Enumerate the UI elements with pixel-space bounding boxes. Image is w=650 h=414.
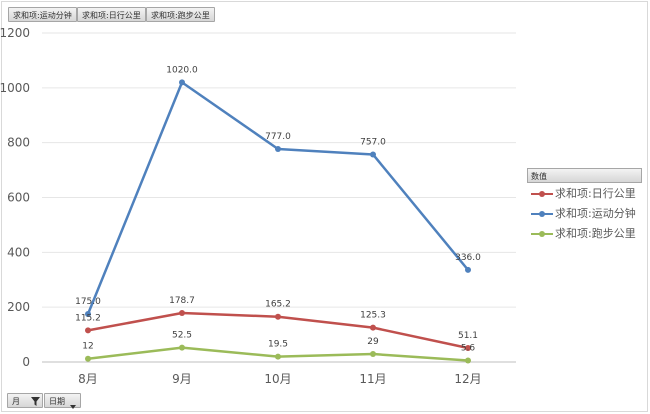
data-label: 5.6 [461, 343, 476, 353]
data-label: 19.5 [268, 340, 288, 350]
data-label: 51.1 [458, 331, 478, 341]
data-point [179, 310, 185, 317]
data-label: 115.2 [75, 313, 101, 323]
filter-icon [31, 396, 40, 411]
data-point [370, 324, 376, 331]
value-field-button-2[interactable]: 求和项:日行公里 [77, 7, 146, 22]
y-tick-label: 1000 [0, 81, 30, 95]
legend-item[interactable]: 求和项:跑步公里 [531, 225, 636, 243]
data-label: 175.0 [75, 297, 101, 307]
data-point [275, 145, 281, 152]
data-label: 165.2 [265, 300, 291, 310]
data-point [85, 311, 91, 318]
y-tick-label: 400 [7, 245, 30, 259]
x-tick-label: 9月 [172, 372, 192, 386]
legend-label: 求和项:跑步公里 [555, 227, 636, 240]
dropdown-arrow-icon [70, 399, 76, 414]
data-label: 757.0 [360, 137, 386, 147]
data-point [85, 327, 91, 334]
x-tick-label: 10月 [264, 372, 291, 386]
data-point [179, 79, 185, 86]
legend-swatch [531, 229, 553, 239]
data-label: 336.0 [455, 253, 481, 263]
legend-swatch [531, 189, 553, 199]
legend-label: 求和项:日行公里 [555, 187, 636, 200]
data-label: 52.5 [172, 331, 192, 341]
y-tick-label: 1200 [0, 26, 30, 40]
legend-swatch [531, 209, 553, 219]
legend-item[interactable]: 求和项:运动分钟 [531, 205, 636, 223]
x-tick-label: 12月 [454, 372, 481, 386]
data-point [370, 151, 376, 158]
legend-label: 求和项:运动分钟 [555, 207, 636, 220]
axis-field-label: 月 [12, 397, 20, 406]
data-label: 12 [82, 342, 93, 352]
data-label: 178.7 [169, 296, 195, 306]
axis-field-button-date[interactable]: 日期 [44, 393, 81, 409]
data-point [275, 313, 281, 320]
data-point [370, 351, 376, 358]
axis-field-label: 日期 [49, 397, 65, 406]
data-label: 125.3 [360, 311, 386, 321]
data-point [85, 355, 91, 362]
value-field-button-1[interactable]: 求和项:运动分钟 [8, 7, 77, 22]
y-tick-label: 600 [7, 191, 30, 205]
data-point [179, 344, 185, 351]
y-tick-label: 0 [22, 355, 30, 369]
data-label: 1020.0 [166, 65, 198, 75]
data-point [465, 357, 471, 364]
data-label: 29 [367, 337, 379, 347]
data-label: 777.0 [265, 132, 291, 142]
x-tick-label: 11月 [359, 372, 386, 386]
data-point [465, 344, 471, 351]
y-tick-label: 800 [7, 136, 30, 150]
data-point [465, 266, 471, 273]
axis-field-button-month[interactable]: 月 [7, 393, 43, 408]
y-tick-label: 200 [7, 300, 30, 314]
series-line [86, 81, 469, 315]
value-field-button-3[interactable]: 求和项:跑步公里 [146, 7, 215, 22]
legend-title[interactable]: 数值 [527, 168, 642, 183]
legend: 数值 求和项:日行公里 求和项:运动分钟 求和项:跑步公里 [527, 168, 644, 248]
legend-item[interactable]: 求和项:日行公里 [531, 185, 636, 203]
data-point [275, 353, 281, 360]
x-tick-label: 8月 [78, 372, 98, 386]
